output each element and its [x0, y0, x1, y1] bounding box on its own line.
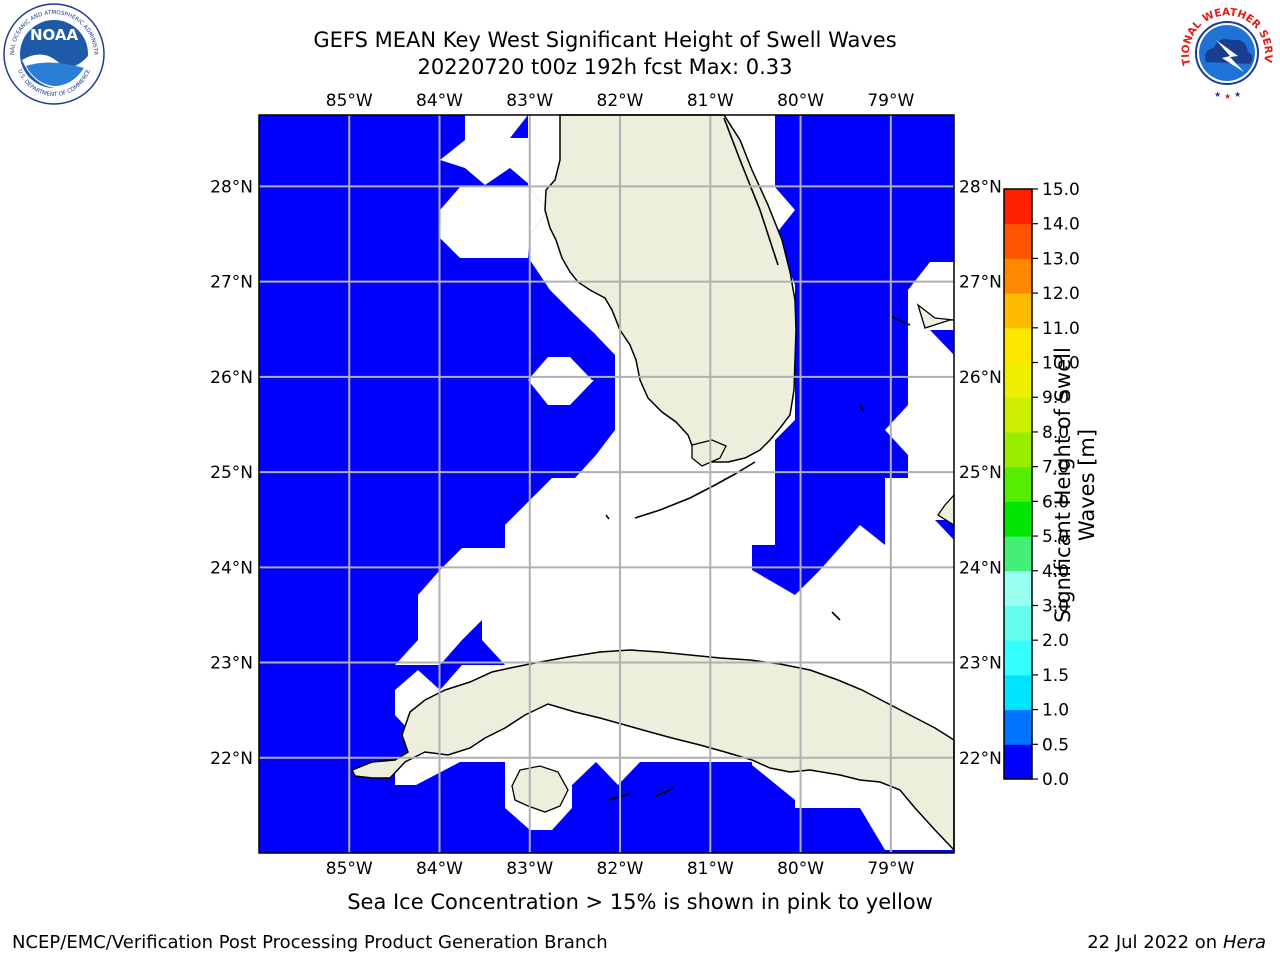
colorbar-tick-label: 6.0 [1042, 492, 1069, 512]
colorbar-swatch [1004, 640, 1032, 676]
noaa-logo-text: NOAA [30, 26, 79, 44]
tick-labels: 85°W 85°W 84°W 84°W 83°W 83°W 82°W 82°W 81°W 81°W… [210, 91, 1002, 879]
lat-tick-left: 28°N [210, 177, 253, 197]
colorbar-tick-label: 0.0 [1042, 770, 1069, 790]
colorbar-tick-label: 14.0 [1042, 215, 1080, 235]
lon-tick-bottom: 85°W [326, 859, 373, 879]
colorbar-swatch [1004, 362, 1032, 398]
nws-logo: NATIONAL WEATHER SERVICE ★ ★ ★ [1176, 2, 1276, 102]
colorbar-swatch [1004, 674, 1032, 711]
colorbar-swatch [1004, 605, 1032, 641]
colorbar-swatch [1004, 431, 1032, 468]
masked-region [440, 187, 548, 258]
lat-tick-left: 24°N [210, 558, 253, 578]
colorbar-tick-label: 5.0 [1042, 527, 1069, 547]
lat-tick-left: 26°N [210, 368, 253, 388]
svg-text:★: ★ [1224, 92, 1231, 101]
lon-tick-bottom: 80°W [777, 859, 824, 879]
lat-tick-left: 22°N [210, 749, 253, 769]
lat-tick-right: 26°N [959, 368, 1002, 388]
lon-tick-bottom: 82°W [597, 859, 644, 879]
lat-tick-right: 23°N [959, 654, 1002, 674]
lon-tick-bottom: 83°W [506, 859, 553, 879]
colorbar-tick-label: 2.0 [1042, 631, 1069, 651]
map-frame [258, 114, 955, 854]
lon-tick-bottom: 79°W [867, 859, 914, 879]
sea-ice-note: Sea Ice Concentration > 15% is shown in … [347, 890, 933, 914]
lon-tick-top: 80°W [777, 91, 824, 111]
colorbar-swatch [1004, 466, 1032, 502]
lat-tick-right: 25°N [959, 463, 1002, 483]
colorbar-tick-label: 3.0 [1042, 596, 1069, 616]
lat-tick-right: 27°N [959, 273, 1002, 293]
colorbar-tick-label: 13.0 [1042, 249, 1080, 269]
colorbar-swatch [1004, 327, 1032, 364]
lon-tick-top: 85°W [326, 91, 373, 111]
footer-branch: NCEP/EMC/Verification Post Processing Pr… [12, 932, 608, 953]
colorbar-tick-label: 8.0 [1042, 423, 1069, 443]
svg-text:★: ★ [1234, 90, 1241, 99]
cuba-landmass [350, 649, 955, 852]
colorbar-title: Significant Height of Swell Waves [m] [1051, 347, 1099, 623]
colorbar-swatch [1004, 744, 1032, 780]
footer-date: 22 Jul 2022 on Hera [1087, 932, 1266, 953]
colorbar: 0.0 0.5 1.0 1.5 2.0 3.0 4.0 5.0 6.0 7.0 8.0 9.0 10.0… [1003, 180, 1080, 790]
graticule [259, 115, 954, 853]
chart-subtitle: 20220720 t00z 192h fcst Max: 0.33 [417, 55, 793, 79]
lat-tick-right: 22°N [959, 749, 1002, 769]
colorbar-swatch [1004, 223, 1032, 259]
colorbar-tick-label: 9.0 [1042, 388, 1069, 408]
colorbar-tick-label: 4.0 [1042, 562, 1069, 582]
footer-host: Hera [1222, 932, 1266, 953]
colorbar-swatch [1004, 189, 1032, 225]
colorbar-tick-label: 7.0 [1042, 458, 1069, 478]
colorbar-swatch [1004, 709, 1032, 745]
lat-tick-right: 28°N [959, 177, 1002, 197]
colorbar-swatch [1004, 293, 1032, 329]
lon-tick-top: 81°W [687, 91, 734, 111]
colorbar-swatch [1004, 397, 1032, 433]
lon-tick-bottom: 81°W [687, 859, 734, 879]
colorbar-tick-label: 11.0 [1042, 319, 1080, 339]
lat-tick-left: 23°N [210, 654, 253, 674]
colorbar-swatch [1004, 536, 1032, 572]
colorbar-tick-label: 1.5 [1042, 666, 1069, 686]
florida-landmass [544, 114, 797, 463]
lat-tick-left: 25°N [210, 463, 253, 483]
lat-tick-right: 24°N [959, 558, 1002, 578]
colorbar-swatch [1004, 501, 1032, 537]
colorbar-tick-label: 10.0 [1042, 354, 1080, 374]
colorbar-tick-label: 1.0 [1042, 701, 1069, 721]
lon-tick-top: 84°W [416, 91, 463, 111]
noaa-logo: NOAA NATIONAL OCEANIC AND ATMOSPHERIC AD… [2, 2, 105, 105]
chart-title: GEFS MEAN Key West Significant Height of… [313, 28, 897, 52]
masked-region [440, 115, 530, 185]
lon-tick-top: 79°W [867, 91, 914, 111]
lon-tick-top: 82°W [597, 91, 644, 111]
lat-tick-left: 27°N [210, 273, 253, 293]
svg-text:★: ★ [1214, 90, 1221, 99]
colorbar-swatch [1004, 570, 1032, 606]
colorbar-swatch [1004, 258, 1032, 294]
footer-date-text: 22 Jul 2022 on [1087, 932, 1223, 953]
colorbar-tick-label: 12.0 [1042, 284, 1080, 304]
colorbar-tick-label: 15.0 [1042, 180, 1080, 200]
colorbar-tick-label: 0.5 [1042, 735, 1069, 755]
lon-tick-bottom: 84°W [416, 859, 463, 879]
lon-tick-top: 83°W [506, 91, 553, 111]
colorbar-frame [1003, 188, 1033, 780]
